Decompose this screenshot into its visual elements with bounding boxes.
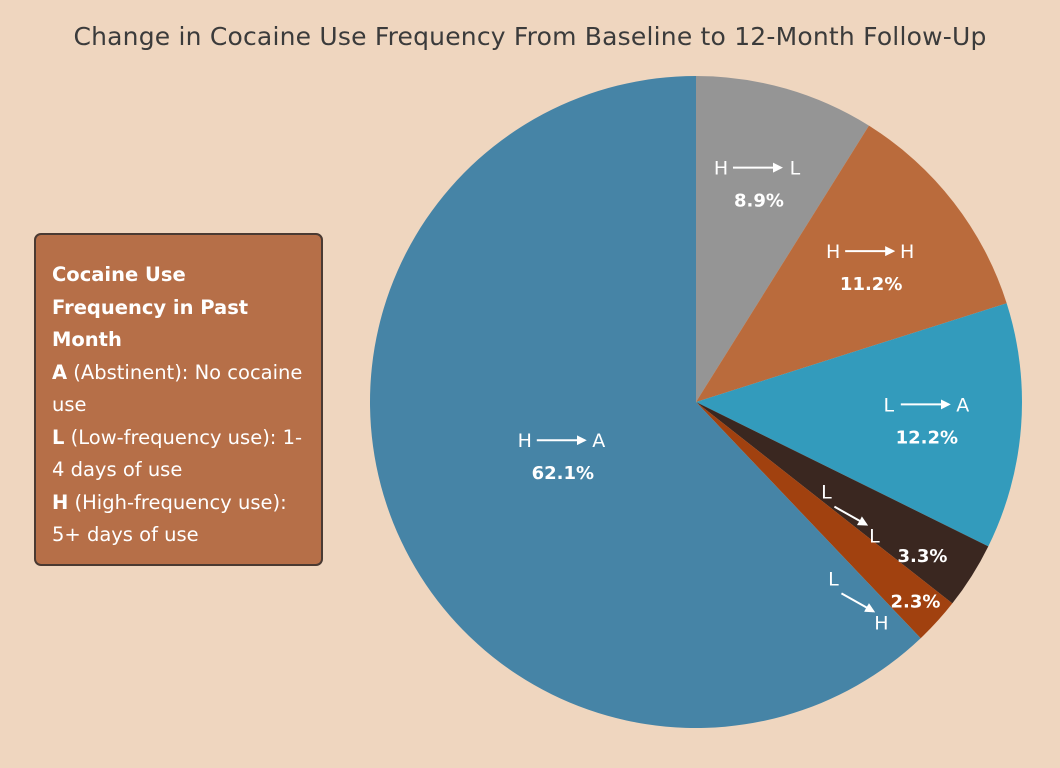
slice-value-label: 62.1% [532,463,594,484]
transition-from: H [714,158,728,180]
slice-label-H-to-H: H H11.2% [826,241,914,295]
slice-value-label: 3.3% [897,546,947,567]
transition-to: H [900,241,914,263]
transition-arrow [840,592,876,613]
transition-from: H [518,430,532,452]
transition-to: A [592,430,605,452]
slice-value-label: 12.2% [896,427,958,448]
transition-to: L [869,526,880,548]
transition-from: L [884,394,895,416]
legend-text: (Low-frequency use): 1-4 days of use [52,425,303,482]
legend-text: (High-frequency use): 5+ days of use [52,490,287,547]
transition-from: L [821,482,832,504]
transition-to: L [790,158,801,180]
transition-from: H [826,241,840,263]
pie-slice-H-to-A [369,76,921,728]
legend-text: (Abstinent): No cocaine use [52,360,303,417]
slice-value-label: 11.2% [840,274,902,295]
legend-box: Cocaine Use Frequency in Past Month A (A… [34,233,323,566]
pie-slices [369,76,1022,728]
slice-label-L-to-H: L H2.3% [828,568,940,634]
legend-key: L [52,425,65,449]
slice-label-H-to-A: H A 62.1% [518,430,606,484]
legend-title: Cocaine Use Frequency in Past Month [52,263,249,351]
slice-value-label: 2.3% [890,592,940,613]
pie-slice-H-to-L [696,76,869,402]
slice-value-label: 8.9% [734,191,784,212]
legend-key: H [52,490,69,514]
transition-to: A [956,394,969,416]
transition-from: L [828,568,839,590]
legend-item-abstinent: A (Abstinent): No cocaine use [52,357,305,422]
slice-label-H-to-L: H L 8.9% [714,158,801,212]
pie-labels: H L8.9%H H11.2%L A12.2%LL3.3%LH2.3%H A62.1% [518,158,970,635]
pie-slice-L-to-H [696,402,953,639]
legend-item-high-frequency: H (High-frequency use): 5+ days of use [52,487,305,552]
legend-item-low-frequency: L (Low-frequency use): 1-4 days of use [52,422,305,487]
chart-title: Change in Cocaine Use Frequency From Bas… [73,22,987,51]
slice-label-L-to-L: L L 3.3% [821,482,947,567]
pie-slice-L-to-A [696,303,1022,547]
legend-key: A [52,360,68,384]
pie-slice-L-to-L [696,402,989,604]
slice-label-L-to-A: L A 12.2% [884,394,970,448]
transition-to: H [874,612,888,634]
pie-slice-H-to-H [696,125,1007,403]
transition-arrow [833,505,869,526]
